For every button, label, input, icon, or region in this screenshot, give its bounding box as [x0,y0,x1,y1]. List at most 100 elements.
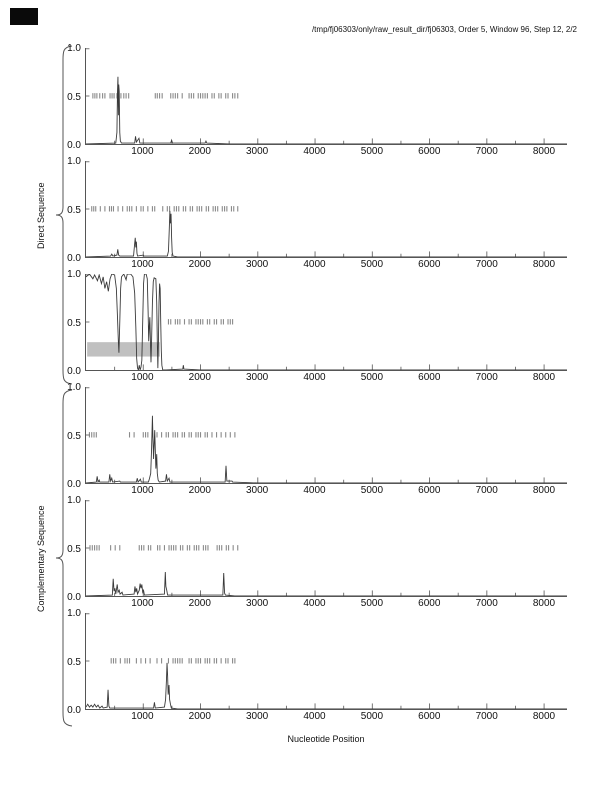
axis-ticks [86,162,544,257]
panel-3-canvas [86,274,567,370]
direct-sequence-label: Direct Sequence [36,182,46,250]
plot-title: /tmp/fj06303/only/raw_result_dir/fj06303… [311,25,577,34]
panel-3-xtick-4000: 4000 [303,372,326,383]
panel-1-xtick-1000: 1000 [131,146,154,157]
panel-1-xtick-5000: 5000 [360,146,384,157]
panel-5-xtick-1000: 1000 [131,598,154,609]
panel-3-ytick-1.0: 1.0 [67,269,81,280]
orf-markers [168,319,232,324]
panel-4-canvas [86,387,567,483]
axis-ticks [86,49,544,144]
panel-2-xtick-5000: 5000 [360,259,384,270]
coding-probability-curve [86,416,567,483]
panel-6-xtick-5000: 5000 [360,711,384,722]
panel-1-plot [85,48,567,145]
panel-2-xtick-6000: 6000 [418,259,441,270]
panel-3-xtick-3000: 3000 [245,372,269,383]
panel-2-xtick-2000: 2000 [188,259,211,270]
panel-5-plot [85,500,567,597]
panel-6-xtick-6000: 6000 [418,711,441,722]
panel-4-xtick-4000: 4000 [303,485,326,496]
panel-2-ytick-1.0: 1.0 [67,156,81,167]
panel-5-xtick-4000: 4000 [303,598,326,609]
panel-4-ytick-0.0: 0.0 [67,479,81,490]
panel-5-xtick-7000: 7000 [475,598,498,609]
panel-1-xtick-3000: 3000 [245,146,269,157]
coding-probability-curve [86,572,567,596]
panel-6-ytick-0.0: 0.0 [67,705,81,716]
panel-5-canvas [86,500,567,596]
panel-1-ytick-1.0: 1.0 [67,43,81,54]
panel-2-canvas [86,161,567,257]
panel-4-ytick-1.0: 1.0 [67,382,81,393]
panel-3-xtick-6000: 6000 [418,372,441,383]
axis-ticks [86,614,544,709]
panel-4-xtick-8000: 8000 [532,485,556,496]
panel-6-plot [85,613,567,710]
panel-4-ytick-0.5: 0.5 [67,430,81,442]
coding-probability-curve [86,274,567,370]
panel-4-xtick-7000: 7000 [475,485,498,496]
panel-4-xtick-2000: 2000 [188,485,211,496]
panel-6-xtick-2000: 2000 [188,711,211,722]
panel-3-ytick-0.0: 0.0 [67,366,81,377]
panel-6-ytick-0.5: 0.5 [67,656,81,668]
panel-3-plot [85,274,567,371]
panel-6-canvas [86,613,567,709]
panel-1-ytick-0.0: 0.0 [67,140,81,151]
panel-1-canvas [86,48,567,144]
panel-4-xtick-1000: 1000 [131,485,154,496]
panel-2-xtick-4000: 4000 [303,259,326,270]
panel-3-xtick-7000: 7000 [475,372,498,383]
panel-3-xtick-8000: 8000 [532,372,556,383]
panel-5-ytick-0.0: 0.0 [67,592,81,603]
orf-markers [111,658,235,663]
orf-markers [93,93,238,98]
panel-1-ytick-0.5: 0.5 [67,91,81,103]
orf-markers [89,432,234,437]
panel-5-xtick-6000: 6000 [418,598,441,609]
panel-1-xtick-4000: 4000 [303,146,326,157]
panel-6-xtick-8000: 8000 [532,711,556,722]
panel-5-xtick-5000: 5000 [360,598,384,609]
panel-1-xtick-2000: 2000 [188,146,211,157]
complementary-sequence-label: Complementary Sequence [36,505,46,613]
panel-6-xtick-3000: 3000 [245,711,269,722]
panel-6-ytick-1.0: 1.0 [67,608,81,619]
axis-ticks [86,275,544,370]
corner-registration-mark [10,8,38,25]
panel-5-xtick-2000: 2000 [188,598,211,609]
coding-probability-curve [86,211,567,257]
panel-5-xtick-3000: 3000 [245,598,269,609]
panel-2-ytick-0.5: 0.5 [67,204,81,216]
panel-1-xtick-7000: 7000 [475,146,498,157]
panel-1-xtick-6000: 6000 [418,146,441,157]
panel-2-xtick-1000: 1000 [131,259,154,270]
panel-2-ytick-0.0: 0.0 [67,253,81,264]
panel-4-xtick-3000: 3000 [245,485,269,496]
axis-ticks [86,501,544,596]
panel-4-xtick-5000: 5000 [360,485,384,496]
coding-probability-curve [86,663,567,709]
panel-3-xtick-1000: 1000 [131,372,154,383]
panel-5-ytick-1.0: 1.0 [67,495,81,506]
orf-markers [90,545,238,550]
panel-2-plot [85,161,567,258]
coding-probability-curve [86,77,567,144]
panel-2-xtick-7000: 7000 [475,259,498,270]
panel-6-xtick-1000: 1000 [131,711,154,722]
panel-6-xtick-4000: 4000 [303,711,326,722]
x-axis-title: Nucleotide Position [287,734,365,744]
panel-1-xtick-8000: 8000 [532,146,556,157]
shaded-region [87,342,160,357]
panel-2-xtick-8000: 8000 [532,259,556,270]
panel-3-xtick-5000: 5000 [360,372,384,383]
panel-2-xtick-3000: 3000 [245,259,269,270]
panel-4-xtick-6000: 6000 [418,485,441,496]
panel-3-xtick-2000: 2000 [188,372,211,383]
orf-markers [92,206,238,211]
panel-5-xtick-8000: 8000 [532,598,556,609]
panel-6-xtick-7000: 7000 [475,711,498,722]
panel-5-ytick-0.5: 0.5 [67,543,81,555]
